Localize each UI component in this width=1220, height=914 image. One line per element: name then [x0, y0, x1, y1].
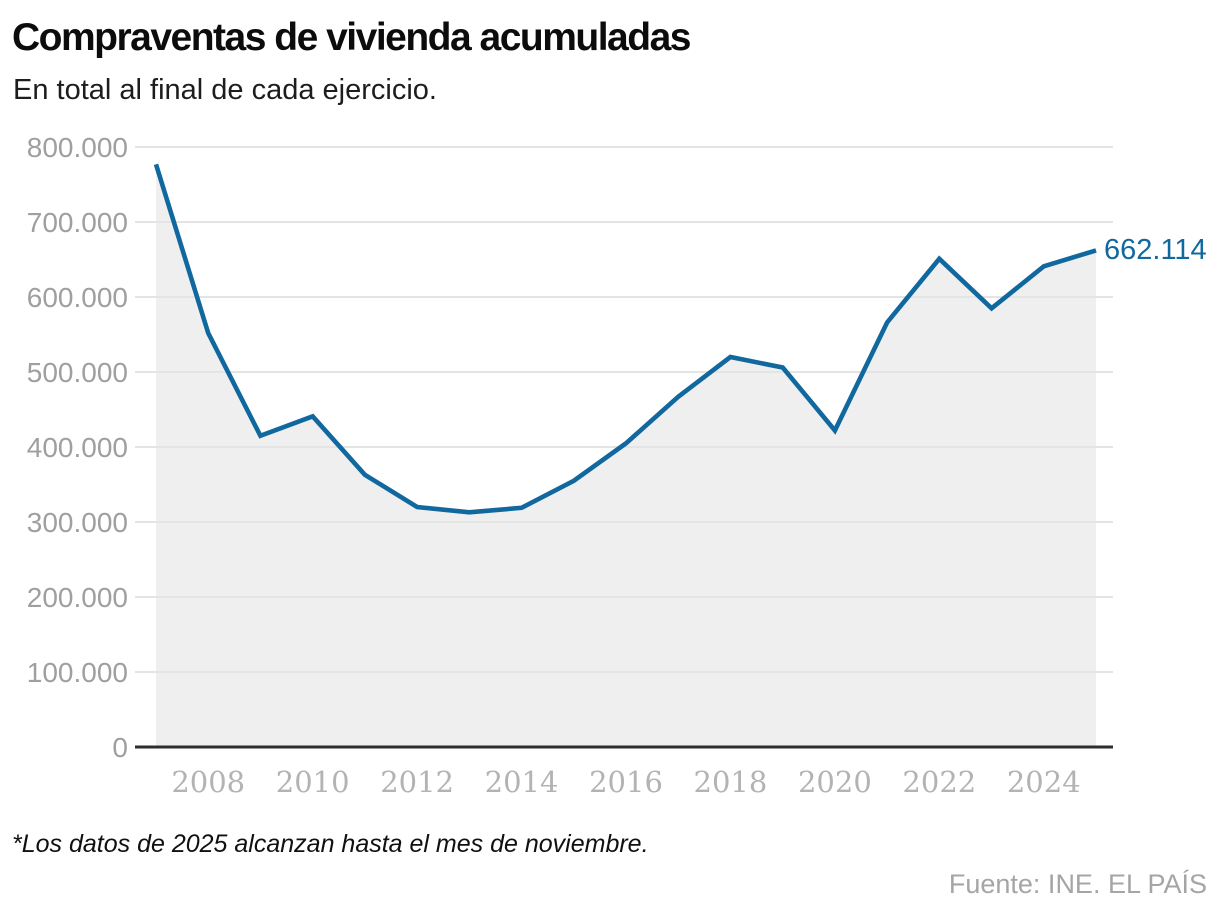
source-credit: Fuente: INE. EL PAÍS	[948, 869, 1207, 899]
x-tick-label: 2020	[798, 765, 872, 799]
y-tick-label: 800.000	[27, 132, 128, 163]
series-line	[153, 163, 1097, 515]
page-title: Compraventas de vivienda acumuladas	[12, 16, 691, 59]
page-subtitle: En total al final de cada ejercicio.	[13, 74, 437, 106]
y-tick-label: 100.000	[27, 657, 128, 688]
y-tick-label: 700.000	[27, 207, 128, 238]
y-tick-label: 600.000	[27, 282, 128, 313]
y-tick-label: 500.000	[27, 357, 128, 388]
x-tick-label: 2018	[694, 765, 768, 799]
x-tick-label: 2022	[902, 765, 976, 799]
x-tick-label: 2014	[485, 765, 559, 799]
y-tick-label: 300.000	[27, 507, 128, 538]
series-area	[156, 164, 1096, 748]
x-tick-label: 2024	[1007, 765, 1081, 799]
x-tick-label: 2008	[171, 765, 245, 799]
x-tick-label: 2010	[276, 765, 350, 799]
y-tick-label: 200.000	[27, 582, 128, 613]
x-tick-label: 2016	[589, 765, 663, 799]
x-tick-label: 2012	[380, 765, 454, 799]
y-tick-label: 400.000	[27, 432, 128, 463]
footnote: *Los datos de 2025 alcanzan hasta el mes…	[12, 830, 649, 858]
end-value-label: 662.114	[1104, 234, 1207, 266]
y-tick-label: 0	[112, 732, 128, 763]
